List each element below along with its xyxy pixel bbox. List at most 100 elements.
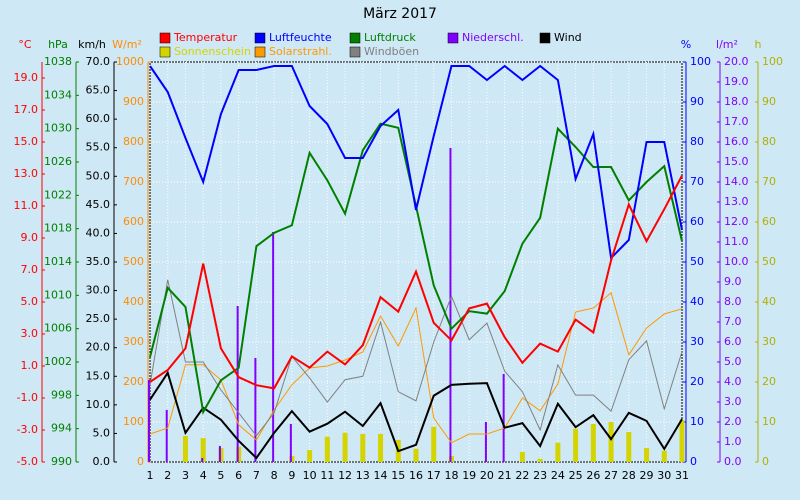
x-tick-label: 21 xyxy=(498,469,512,482)
x-tick-label: 1 xyxy=(147,469,154,482)
y-tick-label: 1026 xyxy=(44,155,72,168)
bar xyxy=(484,422,487,462)
y-tick-label: 20.0 xyxy=(724,55,749,68)
y-tick-label: 80 xyxy=(762,135,776,148)
y-tick-label: 90 xyxy=(690,95,704,108)
bar xyxy=(307,450,313,462)
y-tick-label: 400 xyxy=(123,295,144,308)
y-tick-label: 17.0 xyxy=(724,115,749,128)
x-tick-label: 16 xyxy=(409,469,423,482)
bar xyxy=(502,374,505,462)
y-tick-label: 60 xyxy=(690,215,704,228)
bar xyxy=(324,436,330,462)
y-tick-label: 25.0 xyxy=(86,312,111,325)
y-tick-label: 1034 xyxy=(44,88,72,101)
y-tick-label: 0 xyxy=(137,455,144,468)
legend-swatch xyxy=(539,32,551,44)
y-tick-label: 600 xyxy=(123,215,144,228)
y-tick-label: 1.0 xyxy=(21,359,39,372)
y-tick-label: 1006 xyxy=(44,322,72,335)
bar xyxy=(608,422,614,462)
line xyxy=(149,370,683,460)
y-tick-label: 10 xyxy=(762,415,776,428)
y-tick-label: 6.0 xyxy=(724,335,742,348)
bar xyxy=(555,442,561,462)
y-tick-label: 1038 xyxy=(44,55,72,68)
axis-unit: h xyxy=(755,38,762,51)
y-tick-label: 65.0 xyxy=(86,84,111,97)
line xyxy=(149,291,683,444)
bar xyxy=(342,432,348,462)
axis-unit: °C xyxy=(18,38,32,51)
line xyxy=(149,64,683,261)
y-tick-label: 300 xyxy=(123,335,144,348)
y-tick-label: 5.0 xyxy=(93,426,111,439)
y-tick-label: 30.0 xyxy=(86,284,111,297)
y-tick-label: 19.0 xyxy=(724,75,749,88)
x-tick-label: 29 xyxy=(640,469,654,482)
y-tick-label: 20 xyxy=(762,375,776,388)
y-tick-label: 5.0 xyxy=(724,355,742,368)
legend-swatch xyxy=(159,32,171,44)
y-tick-label: 45.0 xyxy=(86,198,111,211)
legend-label: Luftdruck xyxy=(364,31,416,44)
y-tick-label: 17.0 xyxy=(14,103,39,116)
y-tick-label: 18.0 xyxy=(724,95,749,108)
bar xyxy=(519,452,525,462)
x-tick-label: 11 xyxy=(320,469,334,482)
bar xyxy=(200,438,206,462)
y-tick-label: 5.0 xyxy=(21,295,39,308)
bar xyxy=(590,424,596,462)
y-tick-label: 1022 xyxy=(44,188,72,201)
chart-title: März 2017 xyxy=(363,6,437,22)
x-tick-label: 5 xyxy=(217,469,224,482)
y-tick-label: 200 xyxy=(123,375,144,388)
y-tick-label: -3.0 xyxy=(17,423,38,436)
y-tick-label: 9.0 xyxy=(724,275,742,288)
bar xyxy=(537,458,543,462)
legend-swatch xyxy=(254,32,266,44)
y-tick-label: 50.0 xyxy=(86,169,111,182)
y-tick-label: 70.0 xyxy=(86,55,111,68)
y-tick-label: 1002 xyxy=(44,355,72,368)
y-tick-label: 16.0 xyxy=(724,135,749,148)
legend-label: Windböen xyxy=(364,45,419,58)
bar xyxy=(272,232,275,462)
axis-unit: l/m² xyxy=(716,38,738,51)
y-tick-label: 9.0 xyxy=(21,231,39,244)
bar xyxy=(449,148,452,462)
y-tick-label: 40 xyxy=(762,295,776,308)
y-tick-label: 15.0 xyxy=(724,155,749,168)
bar xyxy=(413,448,419,462)
x-tick-label: 3 xyxy=(182,469,189,482)
x-tick-label: 4 xyxy=(200,469,207,482)
axis-unit: % xyxy=(681,38,691,51)
y-tick-label: 80 xyxy=(690,135,704,148)
y-tick-label: 998 xyxy=(51,388,72,401)
y-tick-label: 19.0 xyxy=(14,71,39,84)
x-tick-label: 14 xyxy=(374,469,388,482)
bar xyxy=(201,458,204,462)
y-tick-label: 11.0 xyxy=(14,199,39,212)
y-tick-label: 90 xyxy=(762,95,776,108)
y-tick-label: 13.0 xyxy=(724,195,749,208)
y-tick-label: 1010 xyxy=(44,288,72,301)
legend-swatch xyxy=(447,32,459,44)
axis-unit: km/h xyxy=(78,38,106,51)
bar xyxy=(431,426,437,462)
bar xyxy=(378,434,384,462)
axis-unit: W/m² xyxy=(112,38,142,51)
y-tick-label: 15.0 xyxy=(14,135,39,148)
y-tick-label: 30 xyxy=(690,335,704,348)
bar xyxy=(148,380,150,462)
x-tick-label: 12 xyxy=(338,469,352,482)
y-tick-label: 15.0 xyxy=(86,369,111,382)
line xyxy=(149,279,683,437)
x-tick-label: 15 xyxy=(391,469,405,482)
y-tick-label: 14.0 xyxy=(724,175,749,188)
x-tick-label: 19 xyxy=(462,469,476,482)
y-tick-label: 20.0 xyxy=(86,341,111,354)
line xyxy=(149,175,683,390)
y-tick-label: 35.0 xyxy=(86,255,111,268)
